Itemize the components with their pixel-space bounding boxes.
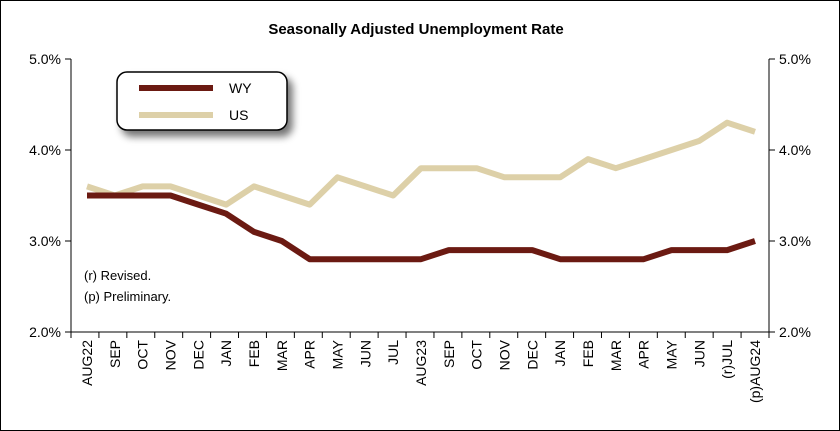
x-tick-label: MAR [274,340,290,371]
x-tick-label: DEC [524,340,540,370]
y-tick-label-right: 4.0% [779,142,811,158]
x-tick-labels: AUG22 SEP OCT NOV DEC JAN FEB MAR APR MAY JUN JUL AU… [70,332,770,403]
y-tick-labels: 2.0% 2.0% 3.0% 3.0% 4.0% 4.0% 5.0% 5.0% [29,51,811,340]
y-tick-label-left: 3.0% [29,233,61,249]
x-tick-label: MAR [608,340,624,371]
x-tick-label: SEP [107,340,123,368]
y-tick-label-left: 2.0% [29,324,61,340]
x-tick-label: JUN [357,340,373,367]
legend-label-wy: WY [229,80,252,96]
x-tick-label: OCT [469,340,485,370]
x-tick-label: JAN [552,340,568,366]
x-tick-label: JAN [218,340,234,366]
legend-label-us: US [229,107,248,123]
x-tick-label: MAY [664,339,680,369]
x-tick-label: MAY [330,339,346,369]
x-tick-label: NOV [163,339,179,370]
footnotes: (r) Revised. (p) Preliminary. [84,268,171,304]
x-tick-label: SEP [441,340,457,368]
x-tick-label: JUN [691,340,707,367]
y-tick-label-right: 5.0% [779,51,811,67]
legend: WY US [116,71,288,131]
x-tick-label: AUG22 [79,340,95,386]
y-tick-label-right: 3.0% [779,233,811,249]
x-tick-label: DEC [190,340,206,370]
chart-title: Seasonally Adjusted Unemployment Rate [268,21,563,38]
x-tick-label: OCT [135,340,151,370]
x-tick-label: JUL [385,340,401,365]
footnote-revised: (r) Revised. [84,268,151,283]
x-tick-label: APR [302,340,318,369]
x-tick-label: FEB [246,340,262,367]
x-tick-label: (r)JUL [719,340,735,379]
series-line-us [86,119,756,208]
x-tick-label: (p)AUG24 [747,340,763,403]
x-tick-label: FEB [580,340,596,367]
series-line-wy [87,192,756,263]
x-tick-label: APR [636,340,652,369]
y-tick-label-right: 2.0% [779,324,811,340]
series-lines [86,119,756,263]
axes [70,59,770,333]
y-tick-label-left: 5.0% [29,51,61,67]
x-tick-label: AUG23 [413,340,429,386]
footnote-preliminary: (p) Preliminary. [84,289,171,304]
x-tick-label: NOV [497,339,513,370]
y-tick-label-left: 4.0% [29,142,61,158]
legend-box [116,71,288,131]
